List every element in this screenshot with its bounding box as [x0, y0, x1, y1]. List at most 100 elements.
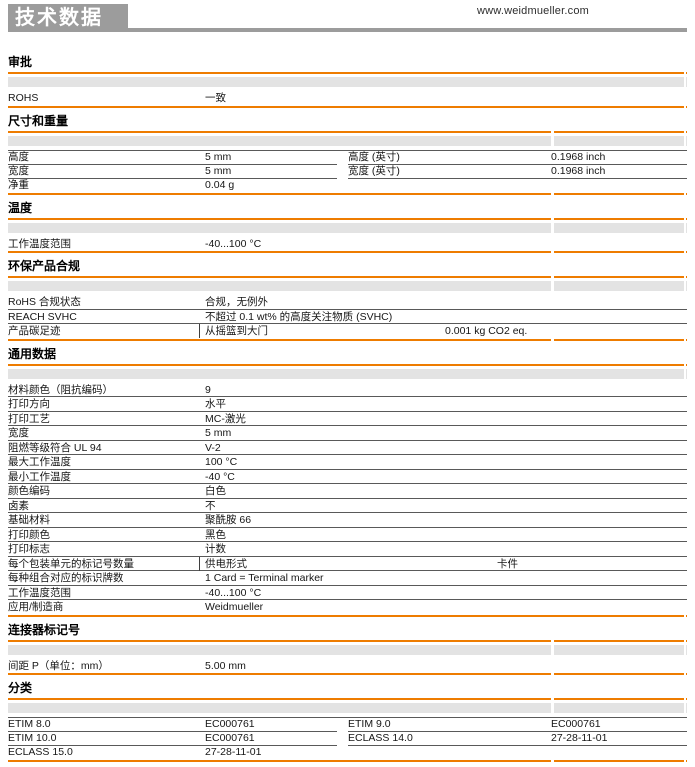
section-environmental-compliance: 环保产品合规 RoHS 合规状态 合规，无例外 REACH SVHC 不超过 0.1 w…: [8, 260, 687, 341]
table-row: 打印标志 计数: [8, 542, 687, 557]
row-value: 5 mm: [205, 164, 232, 177]
row-label: ROHS: [8, 92, 39, 104]
row-value: 从摇篮到大门: [199, 324, 268, 338]
section-title-rule: [8, 72, 687, 74]
table-row: 高度 5 mm: [8, 151, 337, 165]
section-header-band: [8, 368, 687, 379]
row-label: ETIM 9.0: [348, 718, 391, 730]
table-row: 打印方向 水平: [8, 397, 687, 412]
header-rule: [128, 28, 687, 32]
row-label: ECLASS 15.0: [8, 746, 73, 758]
row-label: ETIM 8.0: [8, 718, 51, 730]
table-row: ETIM 9.0 EC000761: [348, 718, 687, 732]
table-row: 基础材料 聚酰胺 66: [8, 513, 687, 528]
row-label: 每个包装单元的标记号数量: [8, 557, 134, 570]
section-title-rule: [8, 130, 687, 133]
table-left-column: 高度 5 mm 宽度 5 mm 净重 0.04 g: [8, 151, 337, 193]
section-title: 分类: [8, 681, 33, 695]
table-row: 每种组合对应的标识牌数 1 Card = Terminal marker: [8, 571, 687, 586]
table-row: 宽度 5 mm: [8, 165, 337, 179]
table-row: 间距 P（单位：mm） 5.00 mm: [8, 659, 687, 674]
table-row: REACH SVHC 不超过 0.1 wt% 的高度关注物质 (SVHC): [8, 310, 687, 324]
table-right-column: 高度 (英寸) 0.1968 inch 宽度 (英寸) 0.1968 inch: [348, 151, 687, 193]
section-bottom-rule: [8, 251, 687, 253]
row-value: 27-28-11-01: [205, 746, 262, 758]
row-label: 高度: [8, 150, 29, 163]
row-value: -40...100 °C: [205, 586, 262, 599]
row-label: ECLASS 14.0: [348, 732, 413, 744]
section-temperature: 温度 工作温度范围 -40...100 °C: [8, 201, 687, 253]
row-value: EC000761: [205, 718, 255, 730]
data-table: RoHS 合规状态 合规，无例外 REACH SVHC 不超过 0.1 wt% 的高度…: [8, 295, 687, 339]
row-label: 净重: [8, 178, 29, 191]
table-row: ETIM 8.0 EC000761: [8, 718, 337, 732]
row-value: 计数: [205, 543, 226, 555]
sections-container: 审批 ROHS 一致 尺寸和重量 高度 5 mm 宽度 5 mm 净重 0.04 g 高度 (英寸)…: [8, 56, 687, 762]
row-value: Weidmueller: [205, 601, 264, 613]
row-value: 一致: [205, 92, 226, 104]
row-value: 供电形式: [199, 556, 247, 571]
table-right-column: ETIM 9.0 EC000761 ECLASS 14.0 27-28-11-01: [348, 718, 687, 760]
row-value: 5 mm: [205, 150, 232, 163]
section-header-band: [8, 222, 687, 233]
section-bottom-rule: [8, 760, 687, 762]
data-table: 高度 5 mm 宽度 5 mm 净重 0.04 g 高度 (英寸) 0.1968 inch 宽度…: [8, 149, 687, 193]
table-row: ECLASS 14.0 27-28-11-01: [348, 732, 687, 746]
row-label: 工作温度范围: [8, 586, 71, 599]
section-title-rule: [8, 639, 687, 642]
row-label: 打印标志: [8, 543, 50, 555]
row-value: 0.04 g: [205, 178, 235, 191]
row-label: 每种组合对应的标识牌数: [8, 572, 124, 584]
row-label: 打印方向: [8, 398, 50, 410]
section-connector-markers: 连接器标记号间距 P（单位：mm） 5.00 mm: [8, 622, 687, 675]
table-row: 应用/制造商 Weidmueller: [8, 600, 687, 615]
row-label: 卤素: [8, 499, 29, 512]
section-bottom-rule: [8, 614, 687, 617]
section-general-data: 通用数据 材料颜色（阻抗编码） 9 打印方向 水平 打印工艺 MC-激光 宽度 5 mm 阻燃等级…: [8, 346, 687, 617]
table-row: 颜色编码 白色: [8, 484, 687, 499]
section-bottom-rule: [8, 192, 687, 195]
section-bottom-rule: [8, 338, 687, 341]
row-label: 工作温度范围: [8, 237, 71, 250]
table-row: ECLASS 15.0 27-28-11-01: [8, 746, 337, 760]
table-row: 最小工作温度 -40 °C: [8, 470, 687, 484]
table-row: ROHS 一致: [8, 91, 687, 106]
row-value: 水平: [205, 398, 226, 410]
row-value: 1 Card = Terminal marker: [205, 572, 324, 584]
table-row: 净重 0.04 g: [8, 179, 337, 193]
row-value: 0.1968 inch: [551, 150, 606, 163]
table-row: 最大工作温度 100 °C: [8, 455, 687, 470]
table-row: 阻燃等级符合 UL 94 V-2: [8, 441, 687, 455]
table-row: ETIM 10.0 EC000761: [8, 732, 337, 746]
row-value: 5 mm: [205, 427, 232, 439]
row-label: 宽度: [8, 164, 29, 177]
row-label: 最小工作温度: [8, 470, 71, 483]
row-value: 27-28-11-01: [551, 732, 608, 744]
row-value: 5.00 mm: [205, 659, 246, 672]
data-table: ETIM 8.0 EC000761 ETIM 10.0 EC000761 ECLASS …: [8, 717, 687, 760]
section-header-band: [8, 135, 687, 146]
row-label: 宽度: [8, 427, 29, 439]
row-label: 产品碳足迹: [8, 325, 61, 337]
section-classification: 分类 ETIM 8.0 EC000761 ETIM 10.0 EC000761 ECLAS…: [8, 682, 687, 762]
row-value: 0.1968 inch: [551, 164, 606, 177]
section-title-rule: [8, 363, 687, 366]
row-label: 打印工艺: [8, 412, 50, 425]
section-title: 通用数据: [8, 346, 57, 361]
section-header-band: [8, 703, 687, 713]
row-value: EC000761: [205, 732, 255, 744]
row-label: 阻燃等级符合 UL 94: [8, 441, 102, 454]
table-row: 宽度 5 mm: [8, 426, 687, 441]
row-label: 打印颜色: [8, 528, 50, 541]
section-title: 连接器标记号: [8, 622, 81, 637]
row-value: 聚酰胺 66: [205, 514, 252, 526]
row-label: 间距 P（单位：mm）: [8, 659, 109, 672]
data-table: ROHS 一致: [8, 91, 687, 106]
data-table: 间距 P（单位：mm） 5.00 mm: [8, 659, 687, 674]
row-value: 100 °C: [205, 456, 238, 468]
section-title-rule: [8, 698, 687, 700]
section-bottom-rule: [8, 673, 687, 675]
website-link[interactable]: www.weidmueller.com: [477, 5, 590, 17]
row-label: RoHS 合规状态: [8, 296, 81, 308]
